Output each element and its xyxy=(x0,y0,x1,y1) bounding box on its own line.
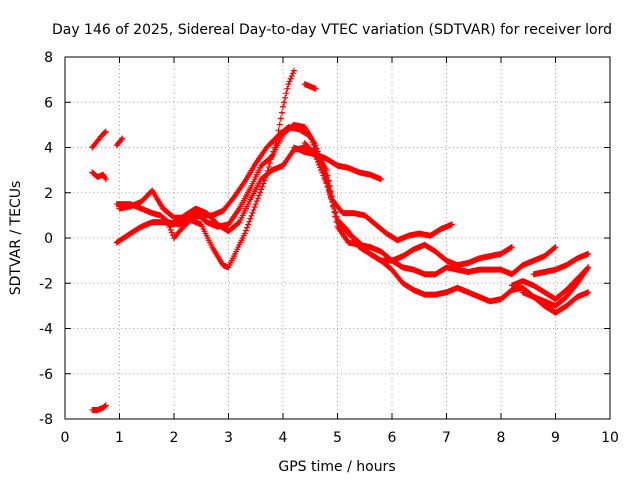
series-seg-3 xyxy=(116,121,559,278)
x-tick-label: 7 xyxy=(442,430,451,446)
grid-lines xyxy=(65,57,610,419)
x-tick-label: 4 xyxy=(279,430,288,446)
chart-title: Day 146 of 2025, Sidereal Day-to-day VTE… xyxy=(52,22,612,38)
y-tick-label: 4 xyxy=(44,141,53,157)
x-tick-label: 3 xyxy=(224,430,233,446)
x-axis-title: GPS time / hours xyxy=(278,459,395,475)
y-tick-label: -6 xyxy=(39,367,53,383)
plus-marks xyxy=(519,264,592,309)
series-segment-d xyxy=(113,135,126,149)
series-seg-9 xyxy=(530,250,592,278)
series-seg-4 xyxy=(165,67,297,271)
series-seg-5 xyxy=(301,81,319,92)
y-tick-label: 2 xyxy=(44,186,53,202)
x-tick-label: 9 xyxy=(551,430,560,446)
plus-marks xyxy=(301,81,319,92)
y-tick-label: 8 xyxy=(44,50,53,66)
series-seg-6 xyxy=(290,144,385,183)
y-tick-label: -8 xyxy=(39,412,53,428)
x-tick-label: 1 xyxy=(115,430,124,446)
y-tick-label: 0 xyxy=(44,231,53,247)
x-tick-label: 0 xyxy=(61,430,70,446)
plus-marks xyxy=(165,67,297,271)
axis-ticks: 0 1 2 3 4 5 6 7 8 9 10 -8 -6 -4 -2 0 2 4 6 8 xyxy=(39,50,619,446)
y-axis-title: SDTVAR / TECUs xyxy=(8,181,24,296)
series-seg-10 xyxy=(519,264,592,309)
x-tick-label: 10 xyxy=(601,430,619,446)
x-tick-label: 2 xyxy=(170,430,179,446)
plot-frame xyxy=(64,56,611,420)
data-marks xyxy=(89,67,592,413)
y-tick-label: 6 xyxy=(44,95,53,111)
plus-marks xyxy=(290,144,385,183)
series-segment-b xyxy=(89,169,109,183)
plus-marks xyxy=(301,139,592,316)
series-segment-c xyxy=(89,402,109,413)
y-tick-label: -2 xyxy=(39,276,53,292)
series-segment-a xyxy=(89,128,109,151)
plus-marks xyxy=(89,169,109,183)
y-tick-label: -4 xyxy=(39,322,53,338)
plus-marks xyxy=(113,135,126,149)
plus-marks xyxy=(530,250,592,278)
plus-marks xyxy=(89,402,109,413)
series-seg-7 xyxy=(301,139,592,316)
x-tick-label: 6 xyxy=(388,430,397,446)
x-tick-label: 5 xyxy=(333,430,342,446)
x-tick-label: 8 xyxy=(497,430,506,446)
plus-marks xyxy=(89,128,109,151)
plus-marks xyxy=(116,121,559,278)
